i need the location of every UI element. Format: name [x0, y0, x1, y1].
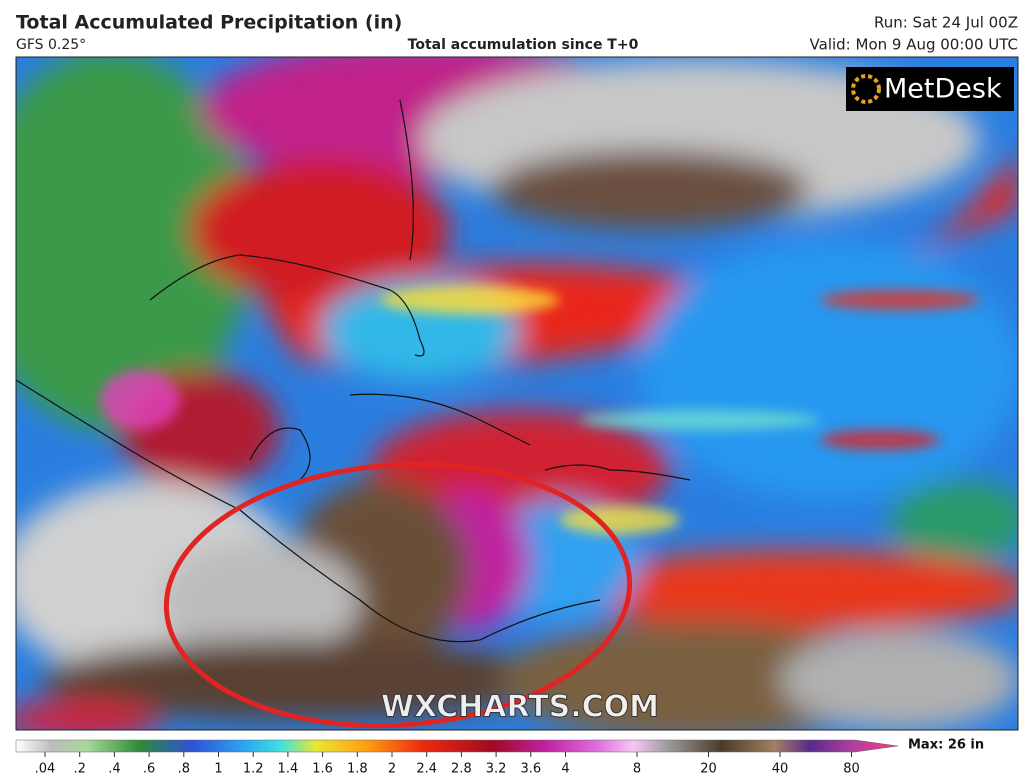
colorbar-label: 1.6 [312, 762, 333, 777]
colorbar [15, 739, 899, 753]
coastlines [16, 99, 691, 643]
colorbar-label: 2.8 [451, 762, 472, 777]
colorbar-label: 4 [561, 762, 569, 777]
logo-icon [851, 74, 881, 104]
max-label: Max: 26 in [908, 738, 984, 753]
valid-time: Valid: Mon 9 Aug 00:00 UTC [810, 36, 1018, 54]
colorbar-label: 1 [214, 762, 222, 777]
map-frame [15, 56, 1019, 731]
colorbar-label: 3.6 [520, 762, 541, 777]
subtitle: Total accumulation since T+0 [408, 37, 639, 53]
run-time: Run: Sat 24 Jul 00Z [874, 14, 1018, 32]
colorbar-label: .04 [35, 762, 56, 777]
logo: MetDesk [884, 74, 1002, 105]
model: GFS 0.25° [16, 37, 86, 53]
colorbar-label: 20 [700, 762, 717, 777]
colorbar-label: 2.4 [416, 762, 437, 777]
colorbar-ticks: .04 .2 .4 .6 .8 1 1.2 1.4 1.6 1.8 2 2.4 2.8 3.2 3.6 4 8 2… [35, 752, 860, 777]
colorbar-label: 1.2 [243, 762, 264, 777]
colorbar-label: 1.8 [347, 762, 368, 777]
colorbar-label: 2 [388, 762, 396, 777]
colorbar-label: .2 [73, 762, 85, 777]
colorbar-label: 8 [633, 762, 641, 777]
colorbar-label: .4 [108, 762, 120, 777]
colorbar-label: 1.4 [278, 762, 299, 777]
logo-box [846, 67, 1014, 111]
watermark: WXCHARTS.COM [381, 690, 659, 725]
colorbar-label: 80 [843, 762, 860, 777]
title: Total Accumulated Precipitation (in) [16, 12, 402, 34]
colorbar-label: 3.2 [486, 762, 507, 777]
highlight-ellipse [163, 461, 633, 729]
colorbar-label: 40 [772, 762, 789, 777]
precip-field [16, 57, 1018, 730]
colorbar-label: .8 [178, 762, 190, 777]
colorbar-label: .6 [143, 762, 155, 777]
